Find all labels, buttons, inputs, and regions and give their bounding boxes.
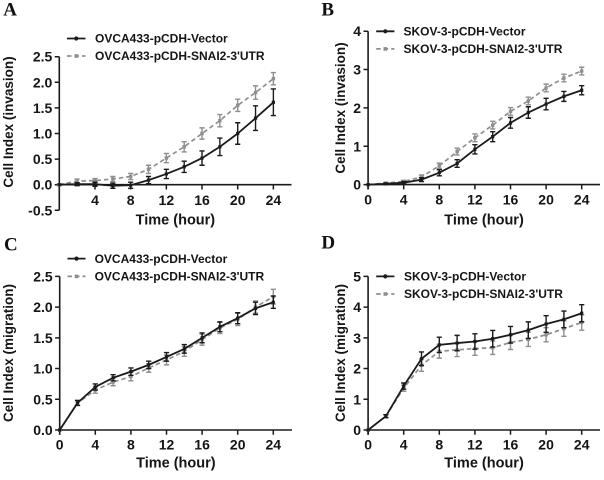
svg-text:B: B: [321, 0, 334, 20]
svg-text:0: 0: [56, 436, 64, 452]
svg-text:12: 12: [159, 436, 175, 452]
svg-text:24: 24: [574, 192, 590, 208]
svg-text:Cell Index (invasion): Cell Index (invasion): [333, 42, 348, 173]
svg-text:5: 5: [353, 268, 361, 284]
svg-text:8: 8: [435, 192, 443, 208]
svg-text:OVCA433-pCDH-Vector: OVCA433-pCDH-Vector: [95, 32, 228, 46]
svg-text:4: 4: [400, 436, 408, 452]
svg-text:D: D: [321, 233, 335, 254]
svg-text:2.0: 2.0: [33, 299, 53, 315]
svg-text:1.0: 1.0: [33, 126, 53, 142]
svg-text:3: 3: [353, 62, 361, 78]
svg-text:0: 0: [353, 177, 361, 193]
svg-text:12: 12: [159, 192, 175, 208]
svg-text:SKOV-3-pCDH-Vector: SKOV-3-pCDH-Vector: [404, 270, 526, 284]
svg-text:4: 4: [91, 192, 99, 208]
svg-text:A: A: [3, 0, 17, 20]
svg-text:20: 20: [538, 436, 554, 452]
svg-text:4: 4: [353, 299, 361, 315]
svg-text:16: 16: [503, 436, 519, 452]
svg-text:SKOV-3-pCDH-Vector: SKOV-3-pCDH-Vector: [404, 25, 526, 39]
svg-text:16: 16: [194, 192, 210, 208]
svg-text:2.5: 2.5: [33, 268, 53, 284]
svg-text:0.0: 0.0: [33, 422, 53, 438]
svg-text:20: 20: [538, 192, 554, 208]
svg-text:12: 12: [467, 436, 483, 452]
svg-text:4: 4: [353, 23, 361, 39]
svg-text:24: 24: [266, 192, 282, 208]
svg-text:1.0: 1.0: [33, 361, 53, 377]
svg-text:4: 4: [400, 192, 408, 208]
svg-text:Cell Index (invasion): Cell Index (invasion): [1, 56, 16, 187]
svg-text:12: 12: [467, 192, 483, 208]
svg-text:1.5: 1.5: [33, 100, 53, 116]
svg-text:OVCA433-pCDH-Vector: OVCA433-pCDH-Vector: [95, 252, 228, 266]
svg-text:-0.5: -0.5: [28, 202, 52, 218]
svg-text:0.5: 0.5: [33, 391, 53, 407]
svg-text:4: 4: [91, 436, 99, 452]
svg-text:20: 20: [230, 192, 246, 208]
svg-text:SKOV-3-pCDH-SNAI2-3'UTR: SKOV-3-pCDH-SNAI2-3'UTR: [404, 287, 563, 301]
svg-text:Cell Index (migration): Cell Index (migration): [333, 284, 348, 422]
svg-text:8: 8: [127, 436, 135, 452]
svg-text:Time (hour): Time (hour): [444, 212, 524, 228]
svg-text:0: 0: [353, 422, 361, 438]
svg-text:8: 8: [127, 192, 135, 208]
svg-text:SKOV-3-pCDH-SNAI2-3'UTR: SKOV-3-pCDH-SNAI2-3'UTR: [404, 42, 563, 56]
svg-text:1: 1: [353, 138, 361, 154]
svg-text:2.5: 2.5: [33, 49, 53, 65]
svg-text:Time (hour): Time (hour): [444, 456, 524, 472]
svg-text:OVCA433-pCDH-SNAI2-3'UTR: OVCA433-pCDH-SNAI2-3'UTR: [95, 270, 265, 284]
svg-text:8: 8: [435, 436, 443, 452]
svg-text:OVCA433-pCDH-SNAI2-3'UTR: OVCA433-pCDH-SNAI2-3'UTR: [95, 49, 265, 63]
svg-text:1: 1: [353, 391, 361, 407]
svg-text:24: 24: [266, 436, 282, 452]
svg-text:0.0: 0.0: [33, 177, 53, 193]
svg-text:C: C: [4, 234, 18, 255]
svg-text:Time (hour): Time (hour): [136, 456, 216, 472]
svg-text:Cell Index (migration): Cell Index (migration): [1, 284, 16, 422]
svg-text:2: 2: [353, 361, 361, 377]
svg-text:16: 16: [194, 436, 210, 452]
svg-text:2: 2: [353, 100, 361, 116]
svg-text:0: 0: [364, 192, 372, 208]
svg-text:20: 20: [230, 436, 246, 452]
svg-text:24: 24: [574, 436, 590, 452]
svg-text:1.5: 1.5: [33, 330, 53, 346]
svg-text:0.5: 0.5: [33, 151, 53, 167]
svg-text:0: 0: [364, 436, 372, 452]
svg-text:16: 16: [503, 192, 519, 208]
svg-text:Time (hour): Time (hour): [136, 212, 216, 228]
svg-text:3: 3: [353, 330, 361, 346]
svg-text:2.0: 2.0: [33, 74, 53, 90]
